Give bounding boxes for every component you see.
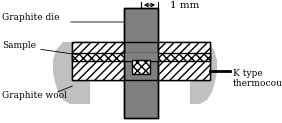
Text: Graphite die: Graphite die	[2, 14, 60, 23]
Text: Sample: Sample	[2, 40, 36, 49]
Bar	[72, 42, 124, 80]
Bar	[124, 8, 158, 118]
Bar	[72, 53, 210, 61]
Text: 1 mm: 1 mm	[170, 1, 199, 10]
Bar	[132, 60, 150, 74]
Polygon shape	[190, 42, 217, 104]
Bar	[124, 8, 158, 118]
Text: Graphite wool: Graphite wool	[2, 91, 67, 100]
Bar	[72, 42, 124, 80]
Bar	[124, 53, 158, 61]
Bar	[158, 42, 210, 80]
Text: K type
thermocouple: K type thermocouple	[233, 69, 282, 88]
Bar	[158, 42, 210, 80]
Polygon shape	[53, 42, 90, 104]
